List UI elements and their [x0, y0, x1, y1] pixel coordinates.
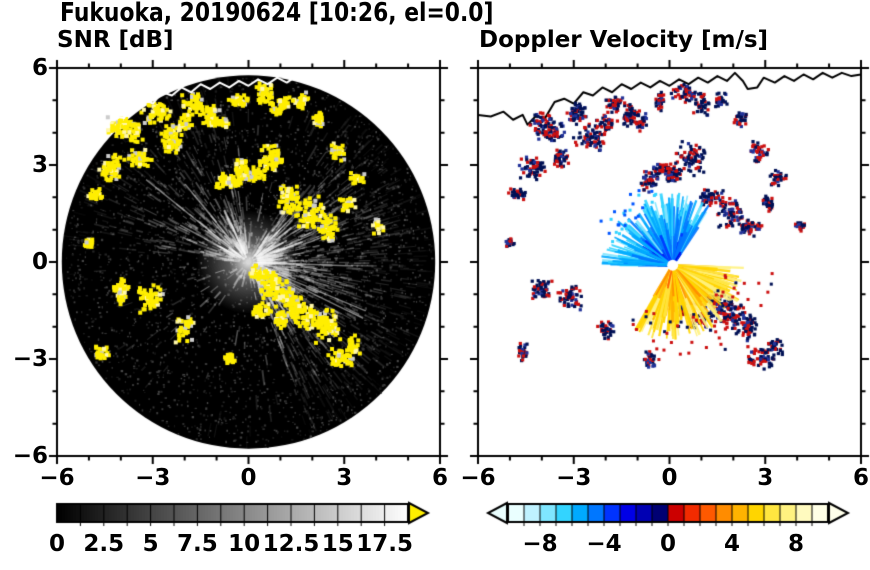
doppler-colorbar-tick-label: 0	[659, 531, 676, 557]
snr-colorbar-canvas	[40, 498, 440, 530]
snr-colorbar-tick-label: 2.5	[83, 531, 125, 557]
snr-x-tick-label: −3	[135, 465, 171, 491]
snr-x-tick-label: 6	[431, 465, 448, 491]
doppler-colorbar-tick-label: 4	[723, 531, 740, 557]
doppler-colorbar-tick-label: −4	[586, 531, 622, 557]
doppler-x-tick-label: 0	[661, 465, 678, 491]
snr-x-tick-label: 3	[336, 465, 353, 491]
snr-colorbar-tick-label: 7.5	[177, 531, 218, 557]
snr-plot-canvas	[47, 58, 450, 466]
snr-y-tick-label: 6	[31, 55, 48, 81]
doppler-x-tick-label: −6	[460, 465, 496, 491]
snr-colorbar-tick-label: 15	[321, 531, 354, 557]
doppler-panel-title: Doppler Velocity [m/s]	[479, 27, 769, 53]
doppler-plot-canvas	[468, 58, 870, 466]
doppler-x-tick-label: −3	[556, 465, 592, 491]
doppler-colorbar-tick-label: −8	[522, 531, 558, 557]
figure-title: Fukuoka, 20190624 [10:26, el=0.0]	[60, 0, 494, 28]
snr-panel-title: SNR [dB]	[57, 27, 174, 53]
doppler-colorbar-tick-label: 8	[787, 531, 804, 557]
snr-x-tick-label: 0	[240, 465, 257, 491]
snr-y-tick-label: −3	[12, 346, 48, 372]
snr-y-tick-label: −6	[12, 443, 48, 469]
doppler-colorbar-canvas	[470, 498, 870, 530]
doppler-x-tick-label: 6	[852, 465, 869, 491]
snr-colorbar-tick-label: 0	[48, 531, 65, 557]
snr-colorbar-tick-label: 5	[142, 531, 159, 557]
snr-y-tick-label: 3	[31, 152, 48, 178]
doppler-x-tick-label: 3	[757, 465, 774, 491]
snr-y-tick-label: 0	[31, 249, 48, 275]
snr-x-tick-label: −6	[39, 465, 75, 491]
snr-colorbar-tick-label: 10	[228, 531, 261, 557]
snr-colorbar-tick-label: 12.5	[262, 531, 320, 557]
snr-colorbar-tick-label: 17.5	[356, 531, 413, 557]
